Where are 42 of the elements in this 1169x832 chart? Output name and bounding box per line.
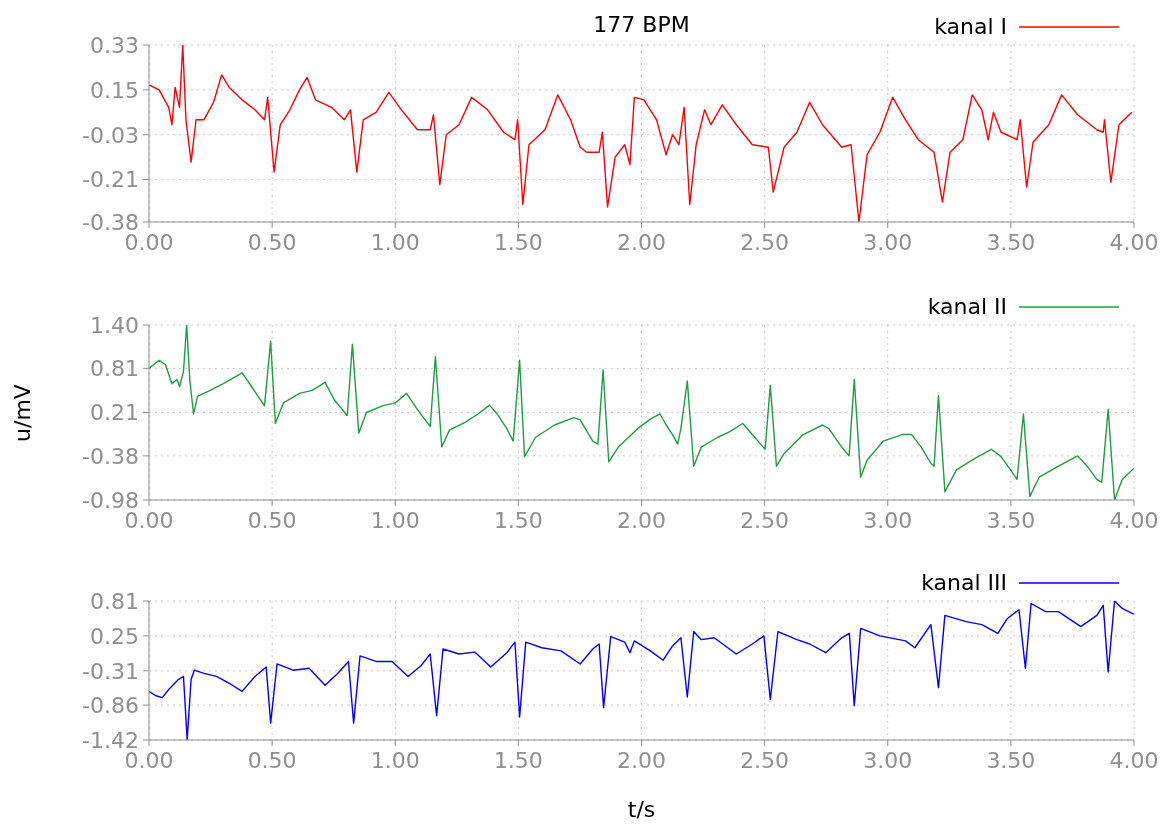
legend-label: kanal II [927, 294, 1007, 319]
y-tick-label: 0.21 [90, 400, 139, 426]
x-tick-label: 4.00 [1109, 507, 1159, 533]
x-tick-label: 3.50 [986, 229, 1036, 255]
y-axis-title: u/mV [9, 383, 35, 442]
y-tick-label: -0.03 [82, 122, 139, 148]
x-tick-label: 1.00 [370, 229, 420, 255]
chart-title: 177 BPM [593, 12, 690, 37]
y-tick-label: 0.33 [90, 32, 139, 58]
y-tick-label: -0.31 [82, 658, 139, 684]
legend-label: kanal III [921, 570, 1007, 595]
x-tick-label: 1.50 [493, 747, 543, 773]
x-tick-label: 1.50 [493, 507, 543, 533]
x-tick-label: 1.00 [370, 507, 420, 533]
x-tick-label: 2.00 [617, 507, 666, 533]
y-tick-label: -0.21 [82, 167, 139, 193]
x-tick-label: 1.00 [370, 747, 420, 773]
x-tick-label: 1.50 [493, 229, 543, 255]
y-tick-label: 0.25 [90, 623, 139, 649]
y-tick-label: 0.81 [90, 588, 139, 614]
legend-label: kanal I [934, 14, 1007, 39]
x-tick-label: 4.00 [1109, 229, 1159, 255]
x-tick-label: 2.50 [740, 229, 790, 255]
y-tick-label: -0.38 [82, 443, 139, 469]
x-tick-label: 0.50 [247, 229, 297, 255]
x-tick-label: 3.00 [863, 229, 913, 255]
x-tick-label: 3.00 [863, 507, 913, 533]
x-axis-title: t/s [626, 797, 657, 822]
y-tick-label: 0.15 [90, 77, 139, 103]
x-tick-label: 3.00 [863, 747, 913, 773]
x-tick-label: 2.00 [617, 229, 666, 255]
y-tick-label: 0.81 [90, 356, 139, 382]
x-tick-label: 2.50 [740, 507, 790, 533]
y-tick-label: 1.40 [90, 312, 139, 338]
x-tick-label: 2.50 [740, 747, 790, 773]
x-tick-label: 4.00 [1109, 747, 1159, 773]
x-tick-label: 2.00 [617, 747, 666, 773]
y-tick-label: -0.86 [82, 692, 139, 718]
x-tick-label: 3.50 [986, 507, 1036, 533]
x-tick-label: 3.50 [986, 747, 1036, 773]
x-tick-label: 0.50 [247, 507, 297, 533]
x-tick-label: 0.50 [247, 747, 297, 773]
